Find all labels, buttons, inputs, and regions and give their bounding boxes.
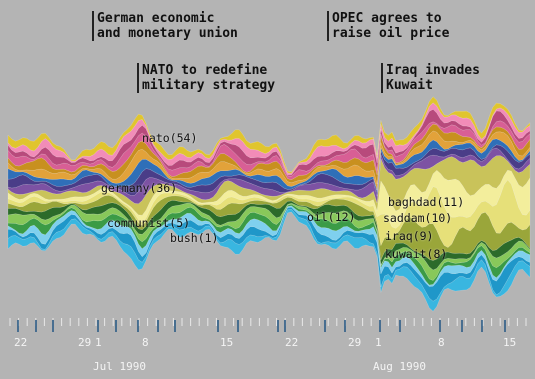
annotation-german-union-line1: German economic	[97, 11, 215, 26]
annotation-nato-line2: military strategy	[142, 78, 276, 93]
axis-month-label: Aug 1990	[373, 360, 426, 373]
axis-tick-label: 1	[95, 336, 102, 349]
term-label-baghdad: baghdad(11)	[388, 195, 465, 209]
annotation-german-union-line2: and monetary union	[97, 26, 238, 41]
annotation-nato-line1: NATO to redefine	[142, 63, 268, 78]
annotation-opec-line2: raise oil price	[332, 26, 450, 41]
annotation-opec-line1: OPEC agrees to	[332, 11, 442, 26]
term-label-oil: oil(12)	[307, 210, 356, 224]
axis-tick-label: 15	[503, 336, 516, 349]
term-label-germany: germany(36)	[101, 181, 178, 195]
axis-tick-label: 22	[14, 336, 27, 349]
term-label-communist: communist(5)	[107, 216, 191, 230]
axis-tick-label: 8	[438, 336, 445, 349]
annotation-nato: NATO to redefine military strategy	[137, 63, 275, 93]
term-label-saddam: saddam(10)	[383, 211, 453, 225]
annotation-german-union: German economic and monetary union	[92, 11, 238, 41]
axis-tick-label: 1	[375, 336, 382, 349]
axis-month-label: Jul 1990	[93, 360, 146, 373]
stream-layers	[7, 96, 531, 312]
term-label-bush: bush(1)	[170, 231, 219, 245]
annotation-iraq-line1: Iraq invades	[386, 63, 480, 78]
term-label-kuwait: kuwait(8)	[385, 247, 448, 261]
axis-tick-label: 22	[285, 336, 298, 349]
annotation-opec: OPEC agrees to raise oil price	[327, 11, 449, 41]
term-label-nato: nato(54)	[142, 131, 198, 145]
stream-layer	[7, 96, 531, 174]
time-axis: 22 29 1 8 15 22 29 1 8 15 Jul 1990 Aug 1990	[9, 318, 527, 373]
annotation-iraq-line2: Kuwait	[386, 78, 433, 93]
axis-tick-label: 29	[78, 336, 91, 349]
term-label-iraq: iraq(9)	[385, 229, 434, 243]
axis-tick-label: 29	[348, 336, 361, 349]
axis-tick-label: 8	[142, 336, 149, 349]
axis-tick-label: 15	[220, 336, 233, 349]
annotation-iraq: Iraq invades Kuwait	[381, 63, 480, 93]
